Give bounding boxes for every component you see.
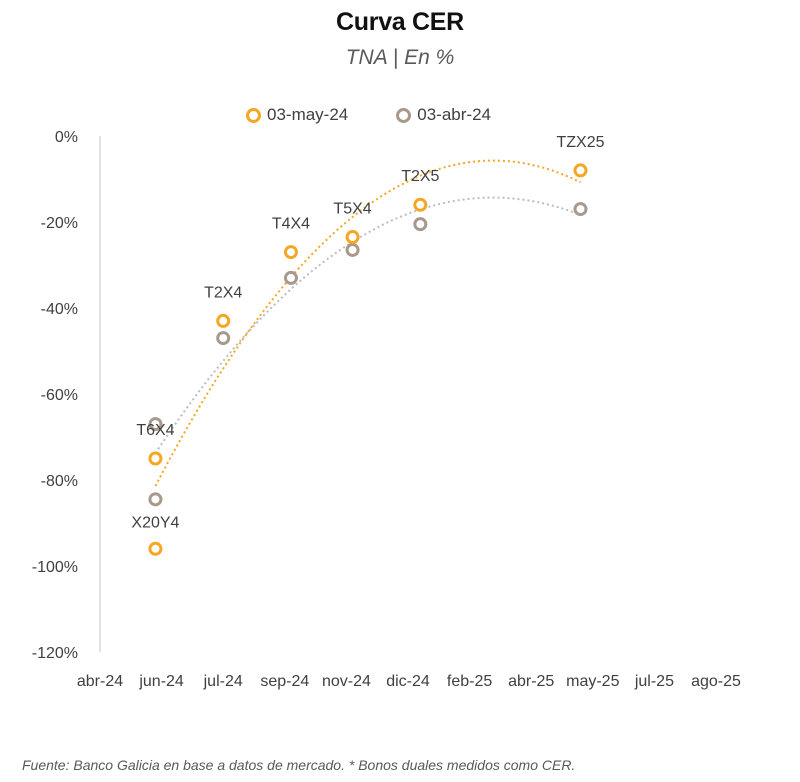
data-point-tzx25-series-2 — [573, 202, 588, 217]
point-label-x20y4: X20Y4 — [131, 514, 179, 531]
y-tick-label: -40% — [41, 301, 78, 318]
data-point-t6x4-series-1 — [148, 451, 163, 466]
data-point-t5x4-series-1 — [345, 230, 360, 245]
x-tick-label: feb-25 — [447, 673, 492, 690]
x-tick-label: jun-24 — [138, 673, 184, 690]
point-label-t4x4: T4X4 — [272, 215, 310, 232]
point-label-t2x4: T2X4 — [204, 284, 242, 301]
chart-trendlines — [154, 159, 581, 487]
data-point-t6x4-series-2 — [148, 417, 163, 432]
chart-plot: 0% -20% -40% -60% -80% -100% -120% abr-24 jun-24… — [32, 129, 741, 690]
chart-point-labels: X20Y4 T6X4 T2X4 T4X4 T5X4 T2X5 TZX25 — [131, 134, 604, 532]
y-tick-label: -100% — [32, 559, 78, 576]
y-tick-label: -120% — [32, 645, 78, 662]
x-tick-label: jul-25 — [634, 673, 674, 690]
x-tick-label: dic-24 — [386, 673, 430, 690]
data-point-t4x4-series-1 — [283, 245, 298, 260]
x-tick-label: abr-24 — [77, 673, 123, 690]
x-tick-label: ago-25 — [691, 673, 741, 690]
point-label-t6x4: T6X4 — [136, 422, 174, 439]
data-point-x20y4-series-2 — [148, 492, 163, 507]
data-point-t2x5-series-1 — [413, 197, 428, 212]
chart-title: Curva CER — [336, 8, 464, 36]
x-tick-label: nov-24 — [322, 673, 371, 690]
chart-axes: 0% -20% -40% -60% -80% -100% -120% abr-24 jun-24… — [32, 129, 741, 690]
data-point-t5x4-series-2 — [345, 242, 360, 257]
legend-item-series-2: 03-abr-24 — [396, 105, 491, 125]
y-tick-label: -60% — [41, 387, 78, 404]
point-label-t5x4: T5X4 — [333, 200, 371, 217]
legend-label-series-2: 03-abr-24 — [417, 105, 491, 124]
x-tick-label: may-25 — [566, 673, 619, 690]
y-tick-label: 0% — [55, 129, 78, 146]
data-point-t2x4-series-1 — [216, 313, 231, 328]
legend-marker-series-2 — [396, 107, 412, 123]
legend: 03-may-24 03-abr-24 — [246, 104, 539, 126]
legend-marker-series-1 — [246, 107, 261, 123]
legend-label-series-1: 03-may-24 — [267, 105, 349, 124]
point-label-tzx25: TZX25 — [556, 134, 604, 151]
data-point-x20y4-series-1 — [148, 541, 163, 556]
y-tick-label: -80% — [41, 473, 78, 490]
data-point-tzx25-series-1 — [573, 163, 588, 178]
chart-points — [148, 163, 588, 556]
point-label-t2x5: T2X5 — [401, 168, 439, 185]
x-tick-label: jul-24 — [203, 673, 243, 690]
chart-subtitle: TNA | En % — [345, 46, 455, 69]
x-tick-label: abr-25 — [508, 673, 554, 690]
source-footnote: Fuente: Banco Galicia en base a datos de… — [22, 757, 576, 773]
data-point-t4x4-series-2 — [283, 270, 298, 285]
data-point-t2x4-series-2 — [216, 331, 231, 346]
x-tick-label: sep-24 — [260, 673, 309, 690]
trendline-series-1 — [154, 159, 581, 487]
y-tick-label: -20% — [41, 215, 78, 232]
legend-item-series-1: 03-may-24 — [246, 105, 348, 125]
data-point-t2x5-series-2 — [413, 217, 428, 232]
